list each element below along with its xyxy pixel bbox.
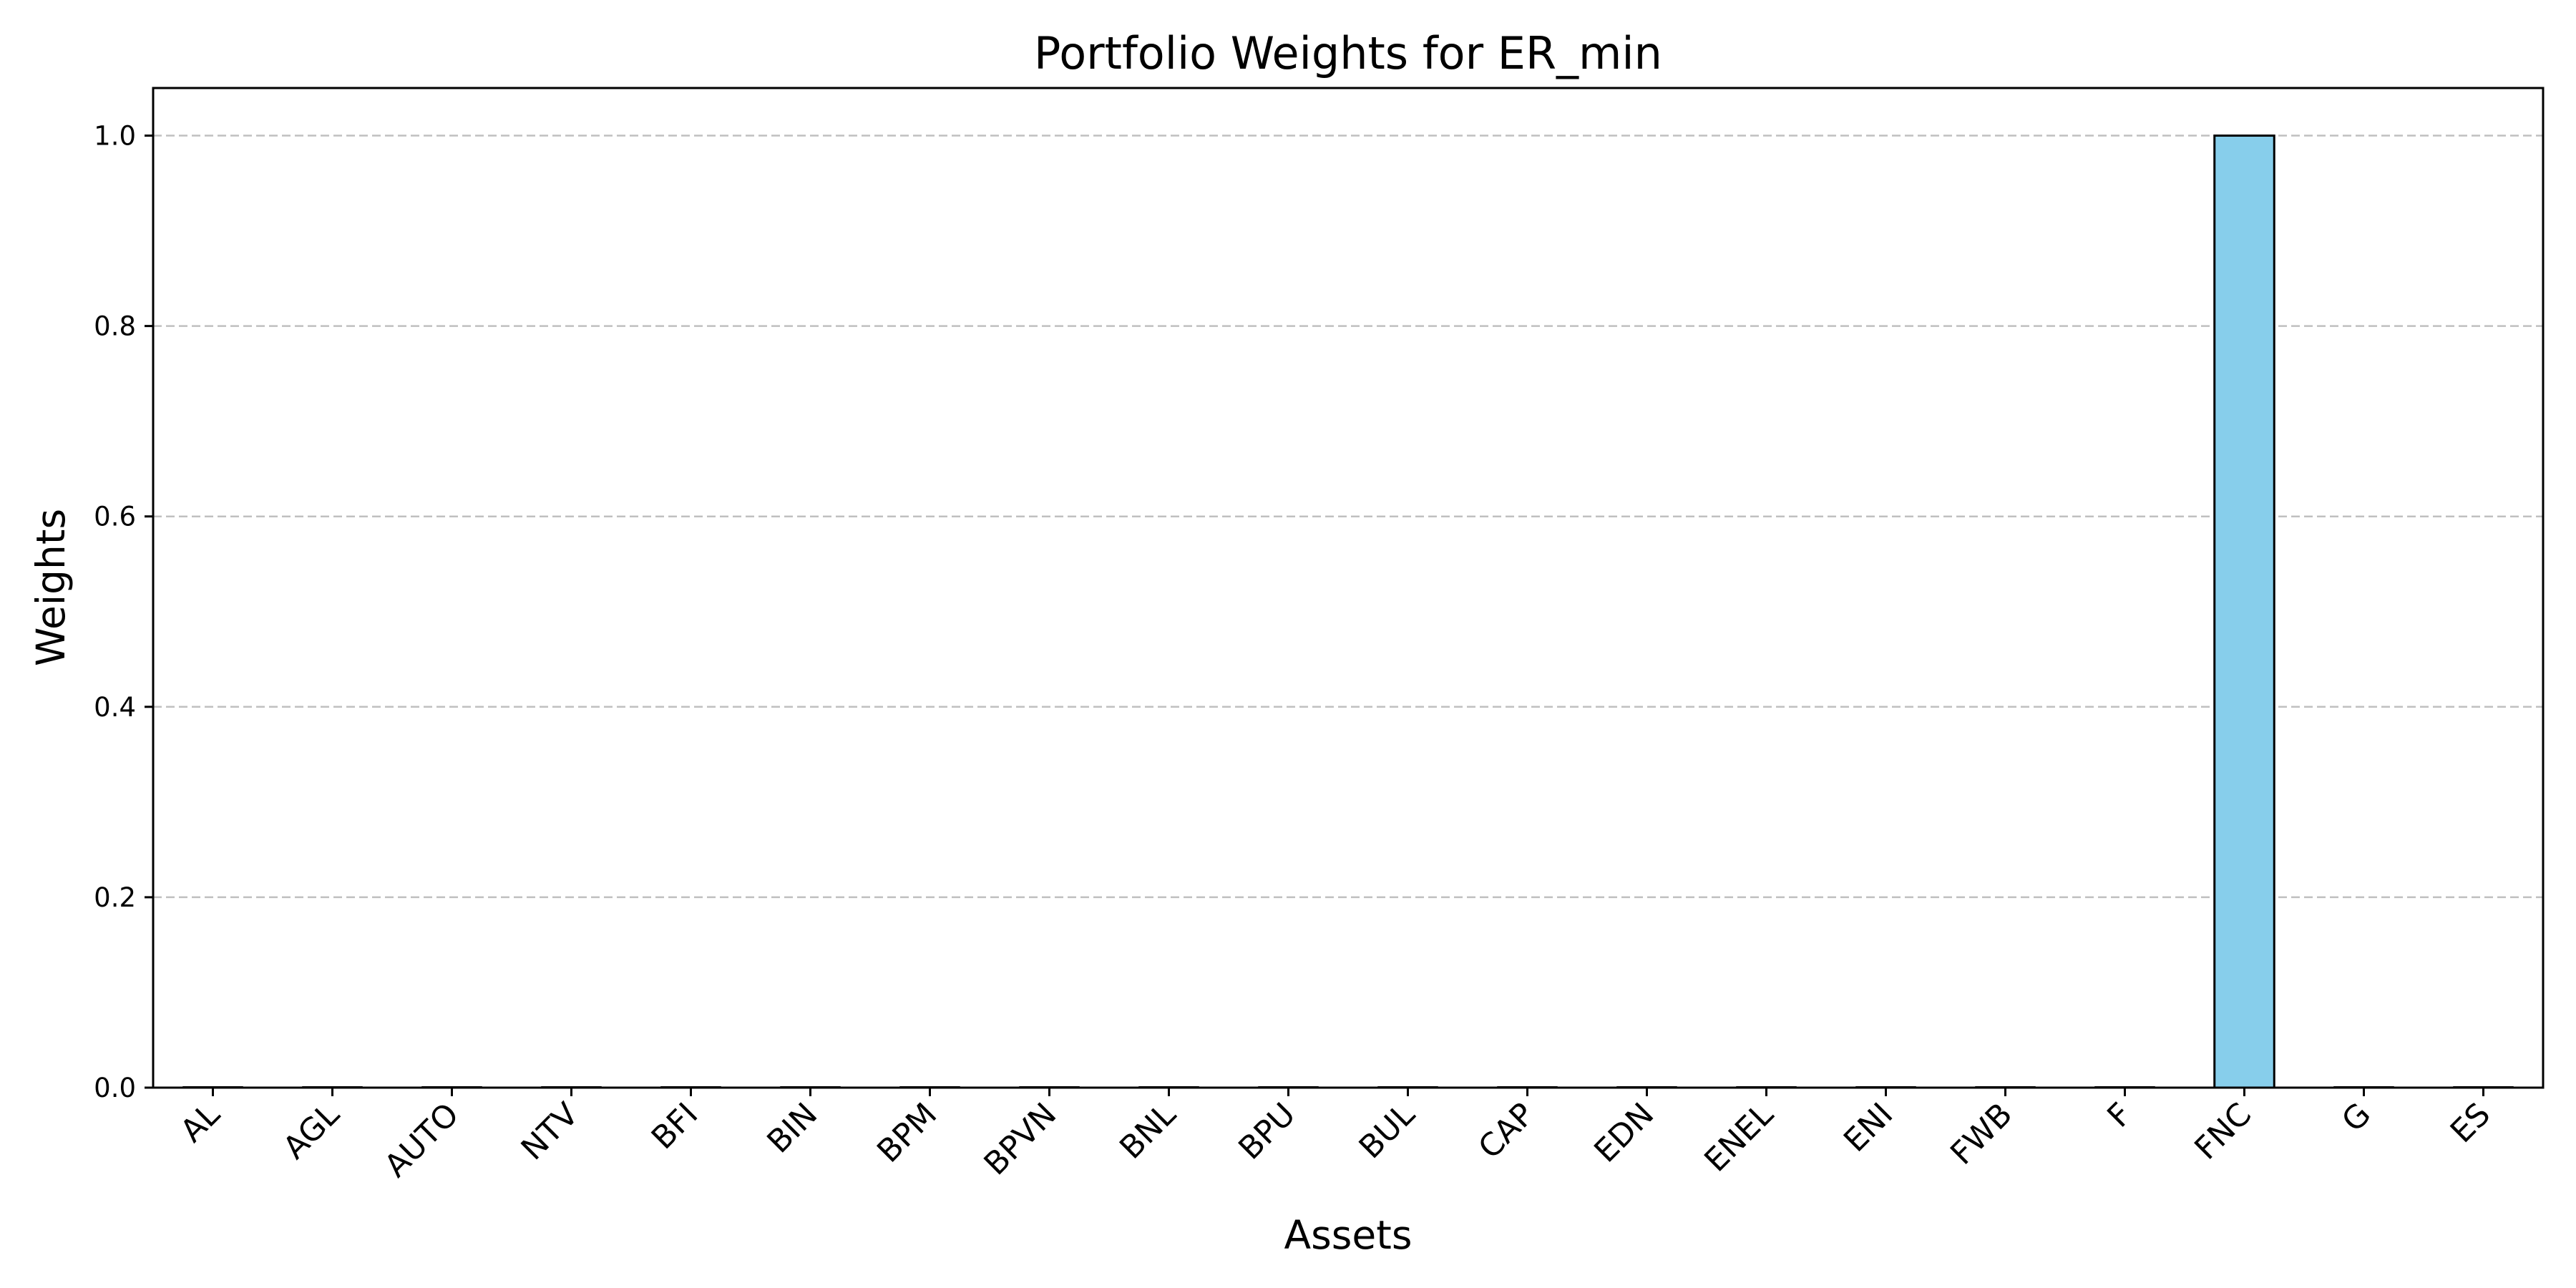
x-axis-ticks: AL AGL AUTO NTV BFI BIN BPM BPVN BNL BPU BUL CAP EDN… [174,1088,2497,1185]
y-axis-label: Weights [28,509,74,666]
x-tick-label: BNL [1113,1096,1183,1166]
x-tick-label: BFI [645,1096,705,1156]
y-tick-label: 0.8 [94,311,136,342]
x-tick-label: BIN [760,1096,824,1161]
bars [182,135,2514,1089]
y-tick-label: 0.2 [94,882,136,913]
x-tick-label: AL [174,1096,228,1149]
chart-title: Portfolio Weights for ER_min [1034,27,1662,79]
y-tick-label: 0.0 [94,1073,136,1103]
x-tick-label: NTV [514,1096,586,1168]
y-tick-label: 0.4 [94,692,136,723]
x-tick-label: CAP [1471,1096,1541,1166]
x-tick-label: BUL [1352,1096,1423,1166]
x-tick-label: F [2100,1096,2139,1135]
x-tick-label: BPVN [977,1096,1064,1183]
bar-fnc [2213,135,2275,1089]
x-tick-label: BPM [870,1096,944,1170]
x-tick-label: EDN [1587,1096,1661,1170]
y-tick-label: 0.6 [94,502,136,532]
x-tick-label: ENI [1837,1096,1900,1159]
grid-lines [153,135,2543,1089]
x-axis-label: Assets [1284,1212,1413,1258]
y-axis-ticks: 0.0 0.2 0.4 0.6 0.8 1.0 [94,121,153,1103]
x-tick-label: ENEL [1697,1096,1780,1179]
x-tick-label: FNC [2187,1096,2258,1167]
x-tick-label: FWB [1943,1096,2019,1172]
x-tick-label: AGL [276,1096,347,1166]
x-tick-label: ES [2444,1096,2497,1150]
y-tick-label: 1.0 [94,121,136,152]
plot-frame [152,87,2545,1089]
x-tick-label: BPU [1231,1096,1302,1167]
x-tick-label: AUTO [378,1096,467,1185]
x-tick-label: G [2335,1096,2378,1139]
